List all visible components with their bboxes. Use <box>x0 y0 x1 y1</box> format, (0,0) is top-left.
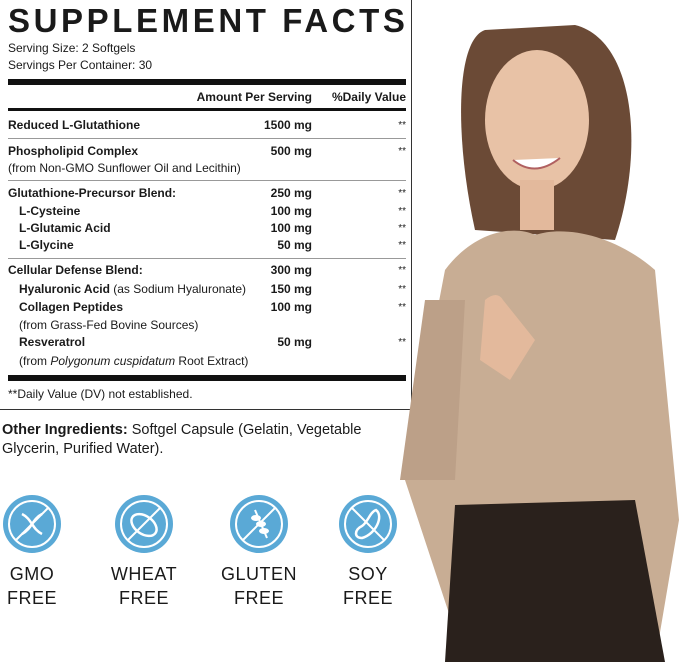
source-text: (from Non-GMO Sunflower Oil and Lecithin… <box>8 161 241 175</box>
serving-size: Serving Size: 2 Softgels <box>8 41 136 55</box>
other-ingredients: Other Ingredients: Softgel Capsule (Gela… <box>2 421 402 459</box>
nutrient-row: L-Cysteine 100 mg ** <box>8 204 406 219</box>
no-wheat-bread-icon <box>115 495 173 553</box>
header-amount: Amount Per Serving <box>196 90 312 104</box>
other-ingredients-label: Other Ingredients: <box>2 422 128 438</box>
nutrient-name: Glutathione-Precursor Blend: <box>8 186 177 200</box>
nutrient-source: (from Grass-Fed Bovine Sources) <box>8 318 406 333</box>
nutrient-row: Phospholipid Complex 500 mg ** <box>8 144 406 159</box>
nutrient-amount: 100 mg <box>270 221 312 235</box>
nutrient-dv: ** <box>398 337 406 348</box>
no-gluten-grain-icon <box>230 495 288 553</box>
supplement-facts-panel: SUPPLEMENT FACTS Serving Size: 2 Softgel… <box>0 0 412 410</box>
badge-label-line2: FREE <box>233 588 284 608</box>
nutrient-name: L-Cysteine <box>19 204 81 218</box>
divider <box>8 180 406 181</box>
badge-label-line2: FREE <box>6 588 57 608</box>
nutrient-dv: ** <box>398 302 406 313</box>
nutrient-name: Hyaluronic Acid <box>19 282 110 296</box>
source-prefix: (from <box>19 354 51 368</box>
nutrient-dv: ** <box>398 206 406 217</box>
nutrient-amount: 50 mg <box>277 238 312 252</box>
nutrient-dv: ** <box>398 223 406 234</box>
nutrient-name: L-Glycine <box>19 238 74 252</box>
badge-label-line1: WHEAT <box>110 564 178 584</box>
nutrient-name: Phospholipid Complex <box>8 144 139 158</box>
footnote: **Daily Value (DV) not established. <box>8 387 193 401</box>
model-photo <box>400 25 679 662</box>
panel-title: SUPPLEMENT FACTS <box>8 2 409 39</box>
no-soy-bean-icon <box>339 495 397 553</box>
nutrient-name: L-Glutamic Acid <box>19 221 111 235</box>
nutrient-row: Resveratrol 50 mg ** <box>8 335 406 350</box>
nutrient-amount: 1500 mg <box>263 118 312 132</box>
nutrient-dv: ** <box>398 146 406 157</box>
nutrient-dv: ** <box>398 240 406 251</box>
nutrient-dv: ** <box>398 265 406 276</box>
no-gmo-dna-icon <box>3 495 61 553</box>
source-text: (from Grass-Fed Bovine Sources) <box>19 318 199 332</box>
nutrient-amount: 50 mg <box>277 335 312 349</box>
thick-divider <box>8 375 406 381</box>
nutrient-name: Collagen Peptides <box>19 300 124 314</box>
nutrient-row: Hyaluronic Acid (as Sodium Hyaluronate) 1… <box>8 282 406 297</box>
badge-label-line2: FREE <box>342 588 393 608</box>
nutrient-name: Cellular Defense Blend: <box>8 263 143 277</box>
nutrient-amount: 150 mg <box>270 282 312 296</box>
badge-wheat-free: WHEAT FREE <box>94 494 194 610</box>
source-text: (from Polygonum cuspidatum Root Extract) <box>19 354 248 369</box>
thick-divider <box>8 79 406 85</box>
medium-divider <box>8 108 406 111</box>
nutrient-form: (as Sodium Hyaluronate) <box>109 282 246 296</box>
divider <box>8 258 406 259</box>
badge-label-line1: GLUTEN <box>220 564 297 584</box>
nutrient-name: Resveratrol <box>19 335 86 349</box>
nutrient-amount: 500 mg <box>270 144 312 158</box>
source-species: Polygonum cuspidatum <box>50 354 176 368</box>
nutrient-source: (from Non-GMO Sunflower Oil and Lecithin… <box>8 161 406 176</box>
badge-label-line1: SOY <box>348 564 388 584</box>
nutrient-amount: 100 mg <box>270 300 312 314</box>
badge-gluten-free: GLUTEN FREE <box>209 494 309 610</box>
nutrient-dv: ** <box>398 284 406 295</box>
header-daily-value: %Daily Value <box>331 90 406 104</box>
badge-label-line2: FREE <box>118 588 169 608</box>
divider <box>8 138 406 139</box>
source-suffix: Root Extract) <box>175 354 249 368</box>
nutrient-row: Collagen Peptides 100 mg ** <box>8 300 406 315</box>
nutrient-amount: 250 mg <box>270 186 312 200</box>
nutrient-row: Cellular Defense Blend: 300 mg ** <box>8 263 406 278</box>
nutrient-dv: ** <box>398 120 406 131</box>
nutrient-name: Reduced L-Glutathione <box>8 118 140 132</box>
nutrient-row: L-Glutamic Acid 100 mg ** <box>8 221 406 236</box>
nutrient-amount: 100 mg <box>270 204 312 218</box>
nutrient-dv: ** <box>398 188 406 199</box>
nutrient-amount: 300 mg <box>270 263 312 277</box>
badge-gmo-free: GMO FREE <box>0 494 82 610</box>
nutrient-row: Reduced L-Glutathione 1500 mg ** <box>8 118 406 133</box>
nutrient-source: (from Polygonum cuspidatum Root Extract) <box>8 354 406 369</box>
servings-per-container: Servings Per Container: 30 <box>8 58 153 72</box>
badge-soy-free: SOY FREE <box>318 494 418 610</box>
badge-label-line1: GMO <box>9 564 55 584</box>
nutrient-row: L-Glycine 50 mg ** <box>8 238 406 253</box>
nutrient-row: Glutathione-Precursor Blend: 250 mg ** <box>8 186 406 201</box>
other-ingredients-text: Softgel Capsule (Gelatin, Vegetable Glyc… <box>2 422 362 457</box>
